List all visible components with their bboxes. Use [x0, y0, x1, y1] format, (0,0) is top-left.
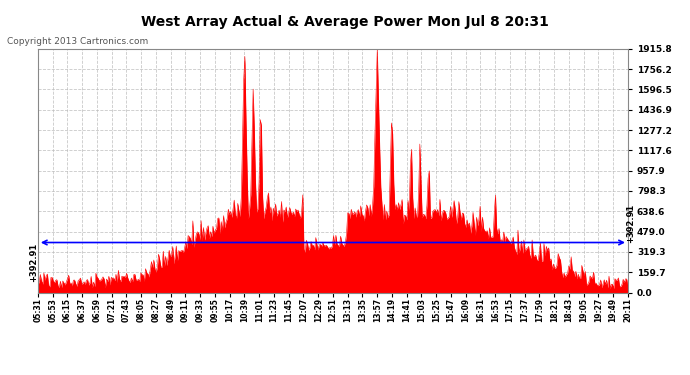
Text: +392.91: +392.91: [627, 203, 635, 243]
Text: +392.91: +392.91: [29, 243, 39, 282]
Text: West Array Actual & Average Power Mon Jul 8 20:31: West Array Actual & Average Power Mon Ju…: [141, 15, 549, 29]
Text: Copyright 2013 Cartronics.com: Copyright 2013 Cartronics.com: [7, 38, 148, 46]
